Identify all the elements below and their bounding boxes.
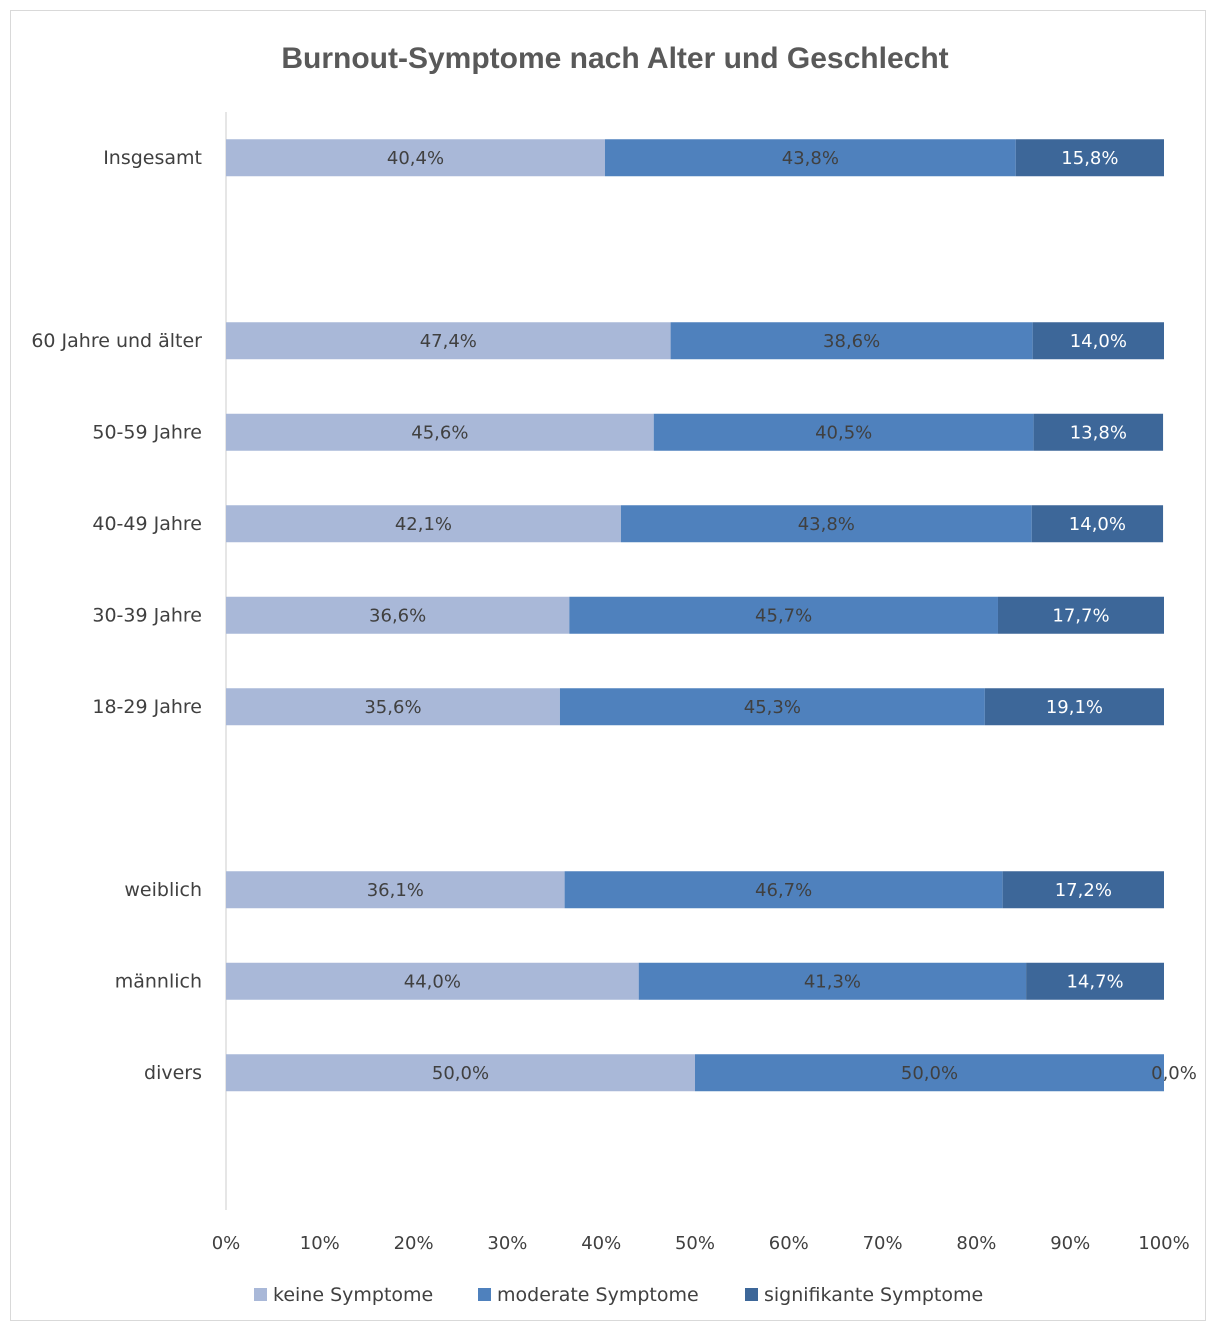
x-axis-ticks: 0% 10% 20% 30% 40% 50% 60% 70% 80% 90% 100% bbox=[212, 1233, 1190, 1254]
bar-segment bbox=[226, 871, 565, 909]
bar-segment bbox=[226, 413, 654, 451]
bar-segment bbox=[1032, 322, 1164, 360]
x-tick-label: 90% bbox=[1050, 1233, 1090, 1254]
data-label: 0,0% bbox=[1151, 1063, 1197, 1084]
category-label: 40-49 Jahre bbox=[92, 513, 202, 535]
bar-segment bbox=[226, 139, 605, 177]
bar-segment bbox=[638, 962, 1027, 1000]
legend-swatch bbox=[745, 1288, 758, 1301]
x-tick-label: 100% bbox=[1138, 1233, 1189, 1254]
legend-label: signifikante Symptome bbox=[764, 1284, 983, 1306]
bar-segment bbox=[226, 322, 671, 360]
data-label: 42,1% bbox=[395, 514, 452, 535]
bar-segment bbox=[569, 596, 998, 634]
bar-segment bbox=[226, 962, 639, 1000]
data-label: 44,0% bbox=[404, 971, 461, 992]
bar-segment bbox=[620, 505, 1032, 543]
data-label: 43,8% bbox=[798, 514, 855, 535]
category-label: 18-29 Jahre bbox=[92, 696, 202, 718]
chart-title: Burnout-Symptome nach Alter und Geschlec… bbox=[281, 42, 948, 75]
data-label: 43,8% bbox=[782, 148, 839, 169]
data-label: 45,7% bbox=[755, 605, 812, 626]
bar-segment bbox=[653, 413, 1034, 451]
bar-segment bbox=[1033, 413, 1164, 451]
bar-segment bbox=[1026, 962, 1164, 1000]
category-label: divers bbox=[144, 1062, 202, 1084]
bar-segment bbox=[1015, 139, 1164, 177]
category-label: Insgesamt bbox=[103, 147, 202, 169]
bar-segment bbox=[226, 688, 560, 726]
data-label: 14,0% bbox=[1069, 514, 1126, 535]
data-label: 45,3% bbox=[744, 697, 801, 718]
bars: Insgesamt 40,4% 43,8% 15,8% 60 Jahre und ält… bbox=[31, 139, 1197, 1092]
x-tick-label: 40% bbox=[581, 1233, 621, 1254]
bar-segment bbox=[559, 688, 985, 726]
x-tick-label: 60% bbox=[769, 1233, 809, 1254]
bar-segment bbox=[1031, 505, 1164, 543]
data-label: 45,6% bbox=[411, 422, 468, 443]
bar-segment bbox=[984, 688, 1164, 726]
data-label: 17,7% bbox=[1052, 605, 1109, 626]
category-label: männlich bbox=[115, 970, 202, 992]
data-label: 46,7% bbox=[755, 880, 812, 901]
category-label: 30-39 Jahre bbox=[92, 604, 202, 626]
x-tick-label: 20% bbox=[394, 1233, 434, 1254]
data-label: 14,7% bbox=[1066, 971, 1123, 992]
data-label: 15,8% bbox=[1061, 148, 1118, 169]
data-label: 17,2% bbox=[1055, 880, 1112, 901]
data-label: 35,6% bbox=[364, 697, 421, 718]
x-tick-label: 0% bbox=[212, 1233, 241, 1254]
x-tick-label: 30% bbox=[487, 1233, 527, 1254]
data-label: 19,1% bbox=[1046, 697, 1103, 718]
data-label: 50,0% bbox=[432, 1063, 489, 1084]
legend-label: moderate Symptome bbox=[497, 1284, 699, 1306]
category-label: 60 Jahre und älter bbox=[31, 330, 202, 352]
data-label: 13,8% bbox=[1070, 422, 1127, 443]
data-label: 36,1% bbox=[367, 880, 424, 901]
data-label: 36,6% bbox=[369, 605, 426, 626]
x-tick-label: 10% bbox=[300, 1233, 340, 1254]
data-label: 40,5% bbox=[815, 422, 872, 443]
bar-segment bbox=[695, 1054, 1164, 1092]
x-tick-label: 80% bbox=[956, 1233, 996, 1254]
x-tick-label: 50% bbox=[675, 1233, 715, 1254]
bar-segment bbox=[604, 139, 1016, 177]
category-label: weiblich bbox=[124, 879, 202, 901]
x-tick-label: 70% bbox=[863, 1233, 903, 1254]
legend-swatch bbox=[254, 1288, 267, 1301]
bar-segment bbox=[226, 596, 570, 634]
legend-swatch bbox=[478, 1288, 491, 1301]
legend: keine Symptome moderate Symptome signifika… bbox=[254, 1284, 983, 1306]
bar-segment bbox=[226, 505, 621, 543]
legend-label: keine Symptome bbox=[273, 1284, 433, 1306]
bar-segment bbox=[670, 322, 1033, 360]
data-label: 14,0% bbox=[1070, 331, 1127, 352]
category-label: 50-59 Jahre bbox=[92, 421, 202, 443]
bar-segment bbox=[564, 871, 1003, 909]
data-label: 50,0% bbox=[901, 1063, 958, 1084]
data-label: 47,4% bbox=[420, 331, 477, 352]
bar-segment bbox=[1002, 871, 1164, 909]
bar-segment bbox=[997, 596, 1164, 634]
chart-frame bbox=[10, 10, 1206, 1321]
data-label: 38,6% bbox=[823, 331, 880, 352]
bar-segment bbox=[226, 1054, 695, 1092]
data-label: 40,4% bbox=[387, 148, 444, 169]
data-label: 41,3% bbox=[804, 971, 861, 992]
